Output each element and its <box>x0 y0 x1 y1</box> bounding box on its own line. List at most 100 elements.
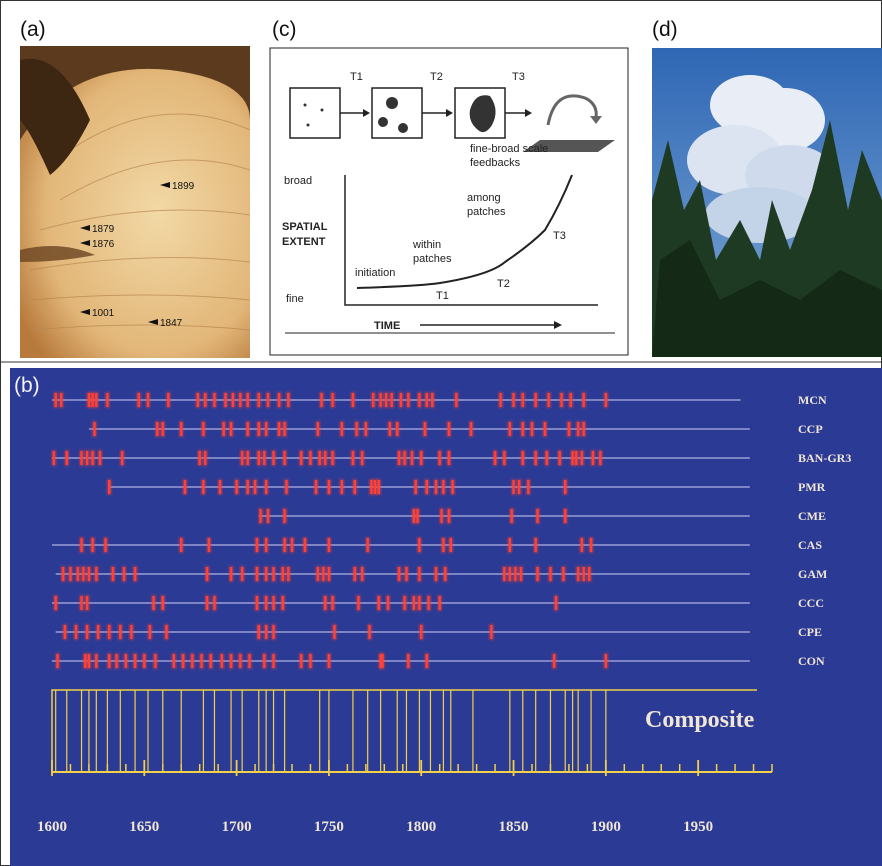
fire-scar <box>423 422 427 436</box>
fire-scar <box>554 596 558 610</box>
fire-scar <box>205 596 209 610</box>
fire-scar <box>180 422 183 436</box>
fire-scar <box>209 654 212 668</box>
fire-scar <box>263 451 266 465</box>
fire-scar <box>331 451 334 465</box>
fire-scar <box>165 625 168 639</box>
fire-scar <box>370 480 373 494</box>
fire-scar <box>564 480 567 494</box>
fire-scar <box>80 538 83 552</box>
fire-scar <box>425 480 428 494</box>
fire-scar <box>582 567 585 581</box>
fire-scar <box>133 654 137 668</box>
stage-label: T1 <box>350 71 363 83</box>
fire-scar <box>246 393 249 407</box>
stage-patches <box>303 95 615 152</box>
fire-scar <box>388 422 392 436</box>
fire-scar <box>418 567 421 581</box>
fire-scar <box>122 567 126 581</box>
fire-scar <box>115 654 118 668</box>
scar-year: 1879 <box>92 224 115 235</box>
fire-scar <box>547 393 550 407</box>
fire-scar <box>431 393 434 407</box>
fire-scar <box>449 538 452 552</box>
fire-scar <box>390 393 393 407</box>
fire-scar <box>591 451 595 465</box>
fire-scar <box>377 596 380 610</box>
phase-label: within patches <box>412 239 452 265</box>
fire-scar <box>569 393 572 407</box>
fire-scar <box>207 538 211 552</box>
fire-scar <box>340 422 344 436</box>
fire-scar <box>84 654 87 668</box>
fire-scar <box>285 480 288 494</box>
fire-scar <box>418 538 421 552</box>
fire-scar <box>508 538 512 552</box>
fire-scar <box>373 480 377 494</box>
fire-scar <box>119 625 122 639</box>
fire-scar <box>322 567 325 581</box>
fire-scar <box>582 393 585 407</box>
fire-scar <box>272 625 275 639</box>
fire-scar <box>403 451 406 465</box>
x-tick-label: 1800 <box>406 819 436 835</box>
fire-scar <box>534 538 537 552</box>
fire-scar <box>54 596 57 610</box>
stage-boxes <box>289 87 506 139</box>
fire-scar <box>434 480 438 494</box>
fire-scar <box>416 509 419 523</box>
fire-scar <box>240 567 244 581</box>
fire-scar <box>447 451 451 465</box>
fire-scar <box>316 567 320 581</box>
fire-scar <box>368 625 371 639</box>
fire-scar <box>521 422 524 436</box>
fire-scar <box>266 509 270 523</box>
fire-scar <box>508 567 512 581</box>
fire-scar <box>253 480 257 494</box>
fire-scar <box>364 422 368 436</box>
fire-scar <box>183 480 187 494</box>
fire-scar <box>318 451 321 465</box>
fire-scar <box>320 393 323 407</box>
fire-scar <box>106 393 109 407</box>
fire-scar <box>60 393 63 407</box>
fire-scar <box>161 422 164 436</box>
fire-scar <box>425 393 428 407</box>
fire-scar <box>239 654 242 668</box>
fire-scar <box>397 451 401 465</box>
fire-scar <box>384 393 388 407</box>
x-tick-label: 1900 <box>591 819 621 835</box>
fire-scar <box>272 654 275 668</box>
fire-scar <box>438 451 441 465</box>
fire-scar <box>204 393 207 407</box>
fire-scar <box>229 567 233 581</box>
fire-scar <box>137 393 140 407</box>
fire-scar <box>143 654 146 668</box>
fire-scar <box>560 393 563 407</box>
fire-scar <box>527 480 530 494</box>
site-label: CON <box>798 654 825 668</box>
fire-scar <box>447 422 451 436</box>
fire-scar <box>283 422 286 436</box>
panel-b-background <box>10 368 882 866</box>
fire-scar <box>552 654 556 668</box>
site-label: CAS <box>798 538 822 552</box>
fire-scar <box>427 596 430 610</box>
site-label: MCN <box>798 393 827 407</box>
phase-label: initiation <box>355 267 395 279</box>
fire-scar <box>512 393 515 407</box>
fire-scar <box>85 596 89 610</box>
fire-scar <box>503 567 506 581</box>
scar-pointers <box>80 182 170 325</box>
fire-scar <box>156 422 159 436</box>
fire-scar <box>213 393 216 407</box>
fire-scar <box>372 393 375 407</box>
axis-text: SPATIAL <box>282 221 328 233</box>
fire-scar <box>571 451 574 465</box>
fire-scar <box>272 451 275 465</box>
smoke-plume-photo <box>652 48 882 357</box>
fire-scar <box>213 596 216 610</box>
fire-scar <box>549 567 552 581</box>
fire-scar <box>517 480 521 494</box>
fire-scar <box>264 596 268 610</box>
